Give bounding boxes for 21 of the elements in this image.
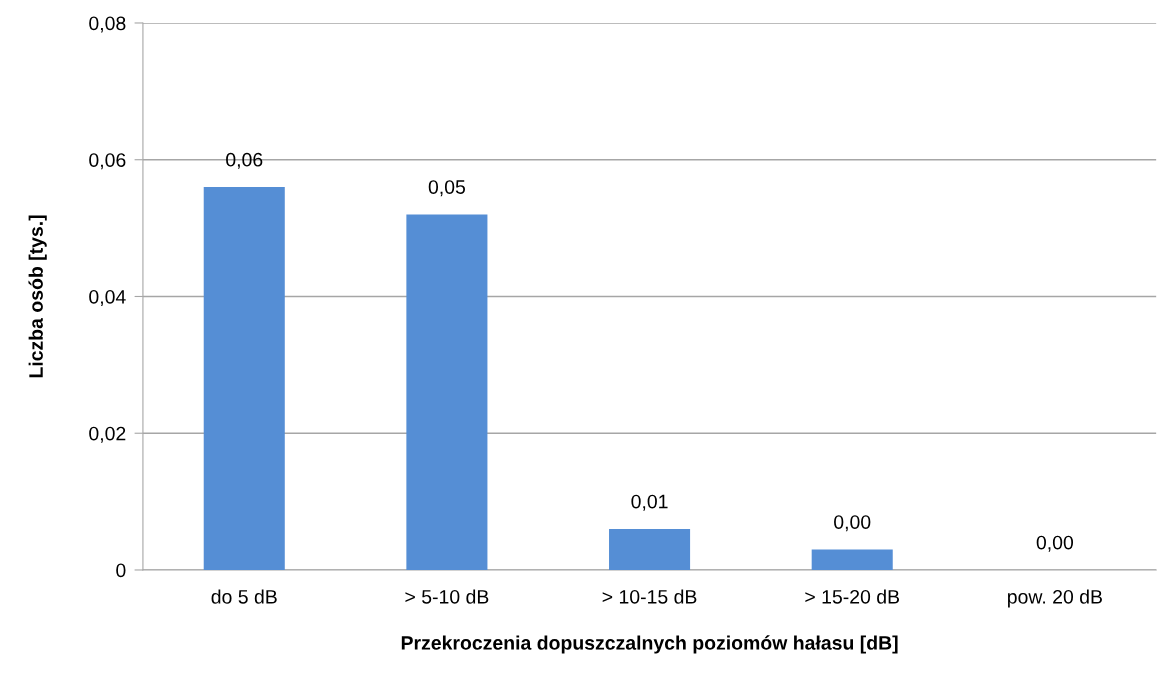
bar [811,549,893,570]
y-tick-label: 0,04 [89,289,126,307]
x-axis-title: Przekroczenia dopuszczalnych poziomów hałasu [dB] [401,635,898,654]
bar [203,187,285,570]
x-tick-label: pow. 20 dB [1008,589,1102,608]
x-tick-label: > 15-20 dB [805,589,900,604]
y-tick-label: 0 [116,563,126,578]
data-label: 0,01 [631,494,668,511]
data-label: 0,05 [428,180,466,197]
data-label: 0,00 [1036,535,1074,552]
x-tick-label: > 5-10 dB [405,589,489,604]
y-axis-title: Liczba osób [tys.] [28,215,47,378]
x-tick-label: > 10-15 dB [602,589,697,604]
y-tick-label: 0,08 [89,16,126,33]
y-tick-label: 0,02 [89,426,126,443]
x-tick-label: do 5 dB [211,589,277,604]
data-label: 0,00 [834,515,871,532]
data-label: 0,06 [226,152,263,169]
bar [609,528,691,570]
y-tick-label: 0,06 [89,153,126,170]
bar [406,214,488,570]
